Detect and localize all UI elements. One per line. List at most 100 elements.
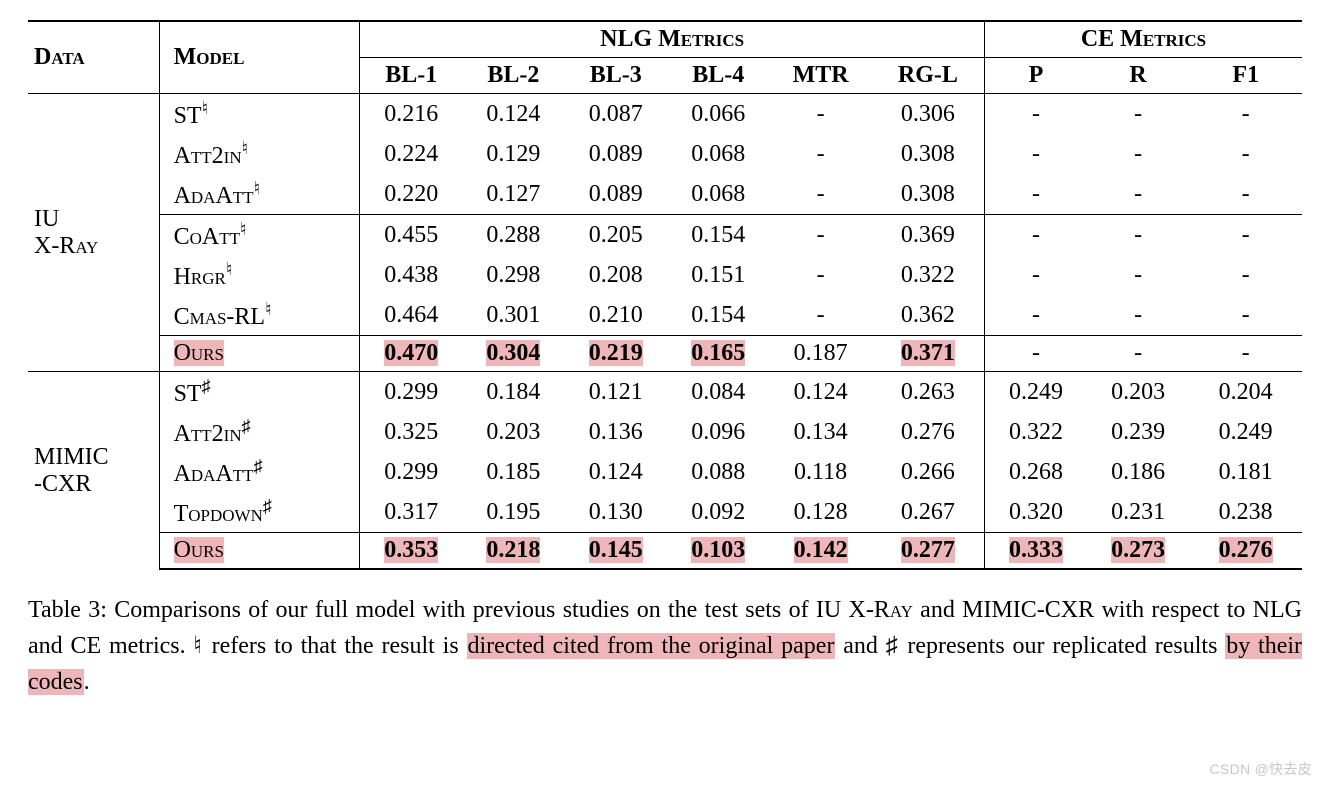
cell: 0.068 — [667, 134, 769, 174]
caption-highlight: directed cited from the original paper — [467, 633, 836, 659]
cell: - — [1087, 295, 1189, 336]
cell: 0.276 — [1189, 533, 1302, 570]
cell: 0.151 — [667, 255, 769, 295]
model-name: AdaAtt♯ — [159, 452, 360, 492]
cell: - — [769, 255, 871, 295]
cell: 0.205 — [565, 215, 667, 256]
cell: 0.249 — [984, 372, 1086, 413]
model-name: Cmas-RL♮ — [159, 295, 360, 336]
cell: 0.154 — [667, 295, 769, 336]
table-row: Topdown♯ 0.317 0.195 0.130 0.092 0.128 0… — [28, 492, 1302, 533]
cell: - — [1189, 134, 1302, 174]
col-bl1: BL-1 — [360, 58, 462, 94]
cell: 0.362 — [872, 295, 985, 336]
table-row: MIMIC -CXR ST♯ 0.299 0.184 0.121 0.084 0… — [28, 372, 1302, 413]
table-row-ours: Ours 0.353 0.218 0.145 0.103 0.142 0.277… — [28, 533, 1302, 570]
model-name: Ours — [159, 533, 360, 570]
cell: - — [984, 94, 1086, 135]
cell: 0.353 — [360, 533, 462, 570]
cell: 0.089 — [565, 174, 667, 215]
cell: - — [1087, 94, 1189, 135]
cell: 0.092 — [667, 492, 769, 533]
cell: 0.333 — [984, 533, 1086, 570]
cell: 0.096 — [667, 412, 769, 452]
cell: 0.089 — [565, 134, 667, 174]
cell: - — [1087, 174, 1189, 215]
col-bl2: BL-2 — [462, 58, 564, 94]
cell: - — [984, 174, 1086, 215]
cell: 0.219 — [565, 336, 667, 372]
page: Data Model NLG Metrics CE Metrics BL-1 B… — [0, 0, 1330, 785]
cell: - — [769, 94, 871, 135]
table-row: CoAtt♮ 0.455 0.288 0.205 0.154 - 0.369 -… — [28, 215, 1302, 256]
cell: 0.277 — [872, 533, 985, 570]
cell: - — [769, 174, 871, 215]
col-group-nlg: NLG Metrics — [360, 21, 985, 58]
cell: 0.268 — [984, 452, 1086, 492]
model-name: Att2in♯ — [159, 412, 360, 452]
cell: 0.165 — [667, 336, 769, 372]
col-model: Model — [159, 21, 360, 94]
cell: - — [1087, 336, 1189, 372]
cell: 0.136 — [565, 412, 667, 452]
cell: 0.203 — [1087, 372, 1189, 413]
sharp-sign-icon: ♯ — [886, 633, 900, 659]
caption-text: . — [84, 669, 90, 695]
cell: - — [769, 215, 871, 256]
watermark: CSDN @快去皮 — [1210, 759, 1312, 779]
cell: 0.267 — [872, 492, 985, 533]
cell: 0.203 — [462, 412, 564, 452]
cell: - — [1189, 174, 1302, 215]
cell: 0.371 — [872, 336, 985, 372]
cell: - — [1189, 336, 1302, 372]
cell: 0.121 — [565, 372, 667, 413]
cell: 0.239 — [1087, 412, 1189, 452]
col-rgl: RG-L — [872, 58, 985, 94]
cell: 0.470 — [360, 336, 462, 372]
cell: 0.210 — [565, 295, 667, 336]
cell: - — [769, 134, 871, 174]
cell: 0.220 — [360, 174, 462, 215]
model-name: Hrgr♮ — [159, 255, 360, 295]
model-name: Att2in♮ — [159, 134, 360, 174]
table-row: Att2in♮ 0.224 0.129 0.089 0.068 - 0.308 … — [28, 134, 1302, 174]
cell: 0.455 — [360, 215, 462, 256]
cell: 0.306 — [872, 94, 985, 135]
cell: 0.308 — [872, 174, 985, 215]
table-row: Cmas-RL♮ 0.464 0.301 0.210 0.154 - 0.362… — [28, 295, 1302, 336]
cell: - — [1189, 94, 1302, 135]
cell: - — [984, 215, 1086, 256]
cell: 0.249 — [1189, 412, 1302, 452]
caption-text: Comparisons of our full model with previ… — [107, 597, 874, 623]
cell: - — [984, 336, 1086, 372]
cell: 0.129 — [462, 134, 564, 174]
model-name: ST♯ — [159, 372, 360, 413]
cell: 0.130 — [565, 492, 667, 533]
cell: - — [1087, 134, 1189, 174]
cell: - — [984, 255, 1086, 295]
cell: 0.298 — [462, 255, 564, 295]
cell: 0.301 — [462, 295, 564, 336]
cell: 0.088 — [667, 452, 769, 492]
cell: - — [984, 295, 1086, 336]
cell: 0.084 — [667, 372, 769, 413]
cell: 0.187 — [769, 336, 871, 372]
cell: 0.273 — [1087, 533, 1189, 570]
cell: 0.185 — [462, 452, 564, 492]
cell: 0.186 — [1087, 452, 1189, 492]
caption-text: represents our replicated results — [900, 633, 1226, 659]
dataset-mimic-cxr: MIMIC -CXR — [28, 372, 159, 570]
table-row: IU X-Ray ST♮ 0.216 0.124 0.087 0.066 - 0… — [28, 94, 1302, 135]
col-f1: F1 — [1189, 58, 1302, 94]
cell: 0.304 — [462, 336, 564, 372]
cell: 0.208 — [565, 255, 667, 295]
col-group-ce: CE Metrics — [984, 21, 1302, 58]
col-mtr: MTR — [769, 58, 871, 94]
cell: 0.325 — [360, 412, 462, 452]
natural-sign-icon: ♮ — [193, 633, 203, 659]
col-data: Data — [28, 21, 159, 94]
table-row: Att2in♯ 0.325 0.203 0.136 0.096 0.134 0.… — [28, 412, 1302, 452]
results-table: Data Model NLG Metrics CE Metrics BL-1 B… — [28, 20, 1302, 570]
cell: 0.299 — [360, 372, 462, 413]
cell: 0.134 — [769, 412, 871, 452]
